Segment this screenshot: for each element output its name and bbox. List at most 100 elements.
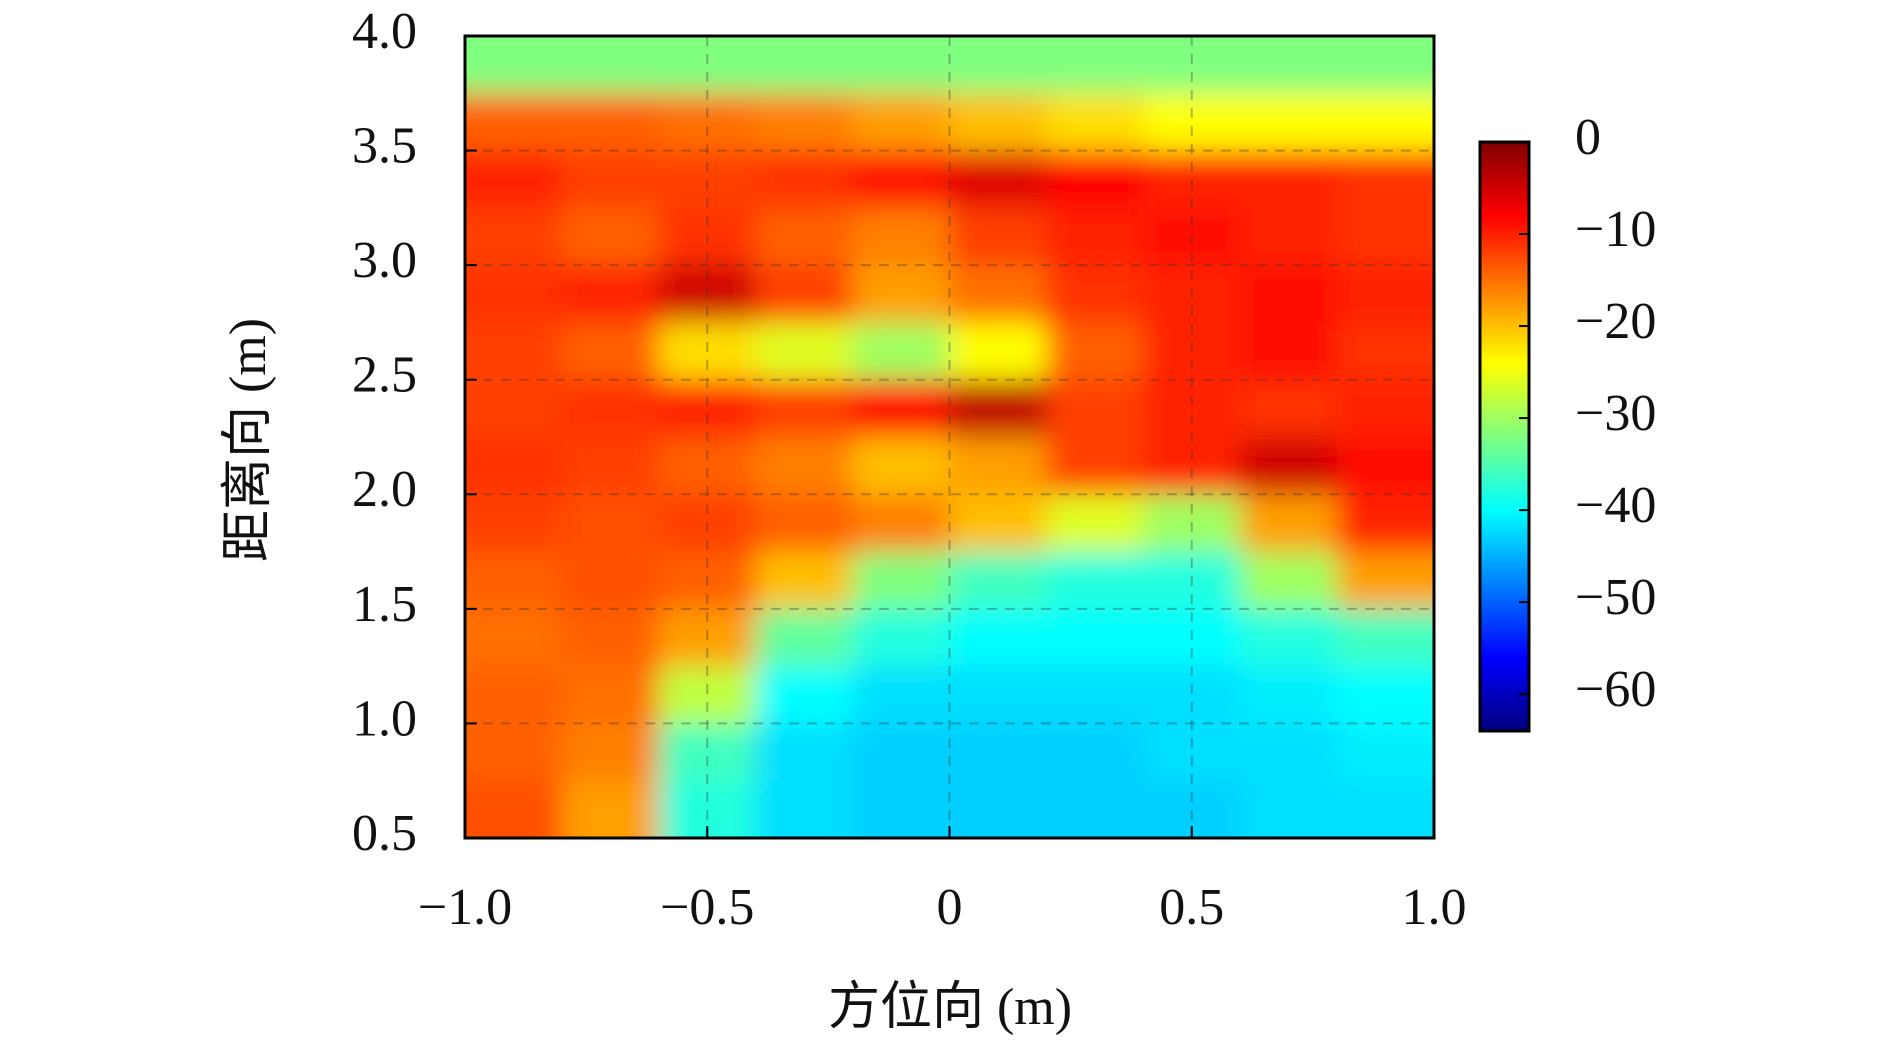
heatmap-cell — [1337, 322, 1434, 381]
heatmap-cell — [1143, 265, 1242, 324]
colorbar-tick-label: −60 — [1575, 661, 1656, 718]
heatmap-cell — [465, 551, 563, 610]
heatmap-cell — [465, 608, 563, 668]
heatmap-cell — [852, 551, 951, 610]
heatmap-cell — [1337, 723, 1434, 782]
heatmap-cell — [852, 150, 951, 209]
heatmap-cell — [465, 322, 563, 381]
heatmap-cell — [949, 379, 1048, 438]
heatmap-cell — [465, 207, 563, 267]
heatmap-cell — [1337, 551, 1434, 610]
heatmap-cell — [1046, 93, 1145, 152]
x-tick-label: 0.5 — [1159, 879, 1224, 936]
heatmap-cell — [658, 723, 757, 782]
heatmap-cell — [1143, 379, 1242, 438]
heatmap-cell — [1337, 608, 1434, 668]
heatmap-cell — [1143, 36, 1242, 95]
heatmap-cell — [561, 780, 660, 838]
heatmap-cell — [561, 723, 660, 782]
heatmap-cell — [561, 666, 660, 725]
heatmap-cell — [755, 322, 854, 381]
heatmap-cell — [658, 379, 757, 438]
heatmap-cell — [561, 379, 660, 438]
y-tick-label: 4.0 — [352, 3, 417, 60]
heatmap-cell — [852, 36, 951, 95]
heatmap-cell — [1240, 36, 1339, 95]
heatmap-cell — [1240, 322, 1339, 381]
y-axis-label: 距离向 (m) — [220, 318, 277, 562]
heatmap-cell — [1240, 608, 1339, 668]
heatmap-cell — [1337, 93, 1434, 152]
heatmap-cell — [949, 150, 1048, 209]
plot-frame — [463, 34, 1436, 840]
heatmap-cell — [1046, 551, 1145, 610]
heatmap-cell — [465, 36, 563, 95]
heatmap-cell — [1046, 379, 1145, 438]
heatmap-cell — [1240, 780, 1339, 838]
heatmap-cell — [1143, 608, 1242, 668]
x-tick-label: −0.5 — [660, 879, 754, 936]
heatmap-cell — [1143, 207, 1242, 267]
heatmap-cell — [658, 93, 757, 152]
colorbar-tick-label: −10 — [1575, 201, 1656, 258]
heatmap-cell — [465, 437, 563, 496]
heatmap-cell — [755, 93, 854, 152]
heatmap-cell — [1046, 150, 1145, 209]
heatmap-cell — [1240, 379, 1339, 438]
heatmap-cell — [658, 322, 757, 381]
heatmap-cell — [1143, 150, 1242, 209]
heatmap-cell — [1046, 36, 1145, 95]
heatmap-cell — [755, 36, 854, 95]
heatmap-cell — [1240, 723, 1339, 782]
heatmap-cell — [755, 207, 854, 267]
heatmap-cell — [1240, 207, 1339, 267]
y-tick-label: 1.0 — [352, 690, 417, 747]
heatmap-cell — [1240, 551, 1339, 610]
heatmap-cell — [1046, 723, 1145, 782]
y-tick-label: 3.0 — [352, 232, 417, 289]
heatmap-cell — [852, 437, 951, 496]
heatmap-cell — [852, 322, 951, 381]
heatmap-cell — [1337, 265, 1434, 324]
heatmap-cell — [755, 780, 854, 838]
x-tick-label: 1.0 — [1402, 879, 1467, 936]
heatmap-cell — [1046, 322, 1145, 381]
heatmap-cell — [465, 666, 563, 725]
heatmap-cell — [949, 437, 1048, 496]
colorbar — [1478, 140, 1531, 733]
heatmap-cell — [658, 36, 757, 95]
colorbar-tick-label: −30 — [1575, 385, 1656, 442]
heatmap-cell — [852, 780, 951, 838]
heatmap-cell — [561, 36, 660, 95]
heatmap-cell — [1046, 666, 1145, 725]
x-axis-label: 方位向 (m) — [828, 979, 1072, 1036]
y-tick-label: 1.5 — [352, 576, 417, 633]
heatmap-cell — [1046, 494, 1145, 553]
heatmap-cell — [658, 494, 757, 553]
heatmap-cell — [1143, 666, 1242, 725]
heatmap-cell — [949, 93, 1048, 152]
heatmap-cell — [949, 322, 1048, 381]
heatmap-cell — [465, 379, 563, 438]
heatmap-cell — [852, 666, 951, 725]
heatmap-cell — [949, 265, 1048, 324]
heatmap-cell — [1143, 322, 1242, 381]
heatmap-cell — [561, 608, 660, 668]
axes-layer: −1.0 −0.5 0 0.5 1.0 0.5 1.0 1.5 2.0 2.5 3.0 3.5 4.0 0… — [352, 3, 1656, 936]
colorbar-tick-label: −50 — [1575, 569, 1656, 626]
heatmap-cell — [852, 494, 951, 553]
heatmap-cell — [949, 36, 1048, 95]
heatmap-cell — [561, 265, 660, 324]
heatmap-cell — [755, 551, 854, 610]
heatmap-cell — [1143, 437, 1242, 496]
heatmap-cell — [561, 150, 660, 209]
heatmap-cell — [852, 379, 951, 438]
heatmap-cell — [755, 608, 854, 668]
heatmap-cell — [755, 723, 854, 782]
heatmap-cell — [755, 265, 854, 324]
heatmap-cell — [1046, 265, 1145, 324]
heatmap-cell — [658, 437, 757, 496]
heatmap-cell — [1240, 494, 1339, 553]
colorbar-tick-label: −40 — [1575, 477, 1656, 534]
heatmap-cell — [1337, 150, 1434, 209]
